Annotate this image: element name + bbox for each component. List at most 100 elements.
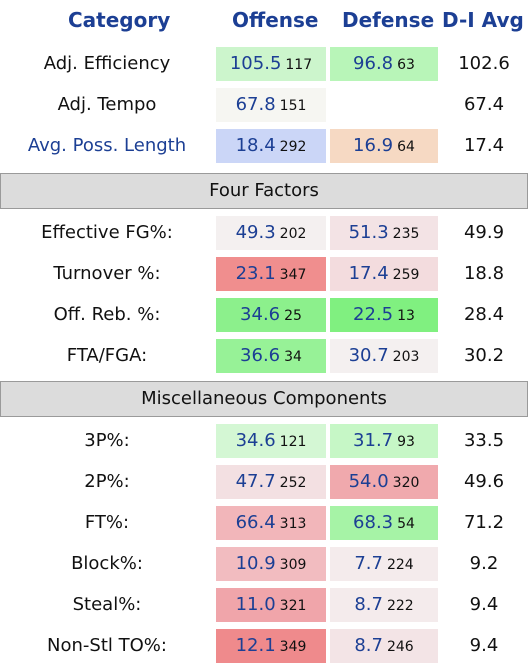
defense-value[interactable]: 30.7 <box>348 345 389 366</box>
defense-cell[interactable]: 22.5 13 <box>330 298 438 332</box>
offense-value[interactable]: 36.6 <box>240 345 281 366</box>
offense-cell[interactable]: 66.4 313 <box>216 506 326 540</box>
column-header-category[interactable]: Category <box>68 8 171 32</box>
offense-rank: 347 <box>279 267 307 283</box>
defense-cell[interactable]: 96.8 63 <box>330 47 438 81</box>
section-header: Miscellaneous Components <box>0 381 528 417</box>
offense-value[interactable]: 105.5 <box>229 53 282 74</box>
defense-cell[interactable]: 51.3 235 <box>330 216 438 250</box>
table-row: 3P%: 34.6 121 31.7 93 33.5 <box>0 421 528 461</box>
defense-cell[interactable]: 7.7 224 <box>330 547 438 581</box>
defense-rank: 246 <box>386 639 414 655</box>
table-row: Avg. Poss. Length 18.4 292 16.9 64 17.4 <box>0 126 528 166</box>
defense-value[interactable]: 8.7 <box>354 635 383 656</box>
offense-rank: 309 <box>279 557 307 573</box>
offense-cell[interactable]: 105.5 117 <box>216 47 326 81</box>
di-avg-value: 9.2 <box>469 553 499 574</box>
defense-rank: 64 <box>397 139 415 155</box>
table-row: Block%: 10.9 309 7.7 224 9.2 <box>0 544 528 584</box>
table-row: FT%: 66.4 313 68.3 54 71.2 <box>0 503 528 543</box>
defense-value[interactable]: 54.0 <box>348 471 389 492</box>
di-avg-value: 33.5 <box>463 430 505 451</box>
table-header: Category Offense Defense D-I Avg <box>0 0 528 44</box>
defense-rank: 93 <box>397 434 415 450</box>
defense-rank: 222 <box>386 598 414 614</box>
table-row: Steal%: 11.0 321 8.7 222 9.4 <box>0 585 528 625</box>
offense-value[interactable]: 12.1 <box>235 635 276 656</box>
defense-cell[interactable]: 30.7 203 <box>330 339 438 373</box>
offense-cell[interactable]: 34.6 25 <box>216 298 326 332</box>
table-row: 2P%: 47.7 252 54.0 320 49.6 <box>0 462 528 502</box>
offense-value[interactable]: 18.4 <box>235 135 276 156</box>
di-avg-value: 67.4 <box>463 94 505 115</box>
table-row: Non-Stl TO%: 12.1 349 8.7 246 9.4 <box>0 626 528 666</box>
defense-cell[interactable]: 54.0 320 <box>330 465 438 499</box>
row-label: Adj. Efficiency <box>43 53 171 74</box>
row-label: Steal%: <box>72 594 142 615</box>
offense-rank: 117 <box>285 57 313 73</box>
defense-value[interactable]: 68.3 <box>353 512 394 533</box>
offense-value[interactable]: 49.3 <box>235 222 276 243</box>
defense-cell[interactable]: 17.4 259 <box>330 257 438 291</box>
di-avg-value: 9.4 <box>469 594 499 615</box>
defense-value[interactable]: 8.7 <box>354 594 383 615</box>
offense-value[interactable]: 67.8 <box>235 94 276 115</box>
defense-rank: 13 <box>397 308 415 324</box>
defense-cell[interactable]: 8.7 246 <box>330 629 438 663</box>
column-header-defense[interactable]: Defense <box>342 8 435 32</box>
defense-value[interactable]: 96.8 <box>353 53 394 74</box>
offense-rank: 321 <box>279 598 307 614</box>
offense-cell[interactable]: 36.6 34 <box>216 339 326 373</box>
offense-cell[interactable]: 23.1 347 <box>216 257 326 291</box>
defense-rank: 63 <box>397 57 415 73</box>
offense-rank: 313 <box>279 516 307 532</box>
di-avg-value: 30.2 <box>463 345 505 366</box>
offense-value[interactable]: 11.0 <box>235 594 276 615</box>
di-avg-value: 9.4 <box>469 635 499 656</box>
offense-cell[interactable]: 12.1 349 <box>216 629 326 663</box>
offense-rank: 349 <box>279 639 307 655</box>
di-avg-value: 49.6 <box>463 471 505 492</box>
defense-value[interactable]: 31.7 <box>353 430 394 451</box>
defense-value[interactable]: 7.7 <box>354 553 383 574</box>
offense-cell[interactable]: 10.9 309 <box>216 547 326 581</box>
defense-cell[interactable]: 31.7 93 <box>330 424 438 458</box>
row-label: 3P%: <box>84 430 130 451</box>
row-label: Non-Stl TO%: <box>47 635 167 656</box>
table-row: Adj. Efficiency 105.5 117 96.8 63 102.6 <box>0 44 528 84</box>
offense-value[interactable]: 47.7 <box>235 471 276 492</box>
defense-value[interactable]: 16.9 <box>353 135 394 156</box>
offense-cell[interactable]: 18.4 292 <box>216 129 326 163</box>
offense-value[interactable]: 34.6 <box>240 304 281 325</box>
row-label[interactable]: Avg. Poss. Length <box>27 135 187 156</box>
defense-cell[interactable]: 8.7 222 <box>330 588 438 622</box>
offense-value[interactable]: 34.6 <box>235 430 276 451</box>
table-row: Effective FG%: 49.3 202 51.3 235 49.9 <box>0 213 528 253</box>
defense-cell[interactable] <box>330 88 438 122</box>
column-header-di-avg[interactable]: D-I Avg <box>442 8 524 32</box>
offense-rank: 292 <box>279 139 307 155</box>
di-avg-value: 49.9 <box>463 222 505 243</box>
defense-value[interactable]: 22.5 <box>353 304 394 325</box>
offense-cell[interactable]: 47.7 252 <box>216 465 326 499</box>
di-avg-value: 18.8 <box>463 263 505 284</box>
offense-rank: 121 <box>279 434 307 450</box>
defense-value[interactable]: 51.3 <box>348 222 389 243</box>
table-row: Adj. Tempo 67.8 151 67.4 <box>0 85 528 125</box>
defense-cell[interactable]: 68.3 54 <box>330 506 438 540</box>
defense-value[interactable]: 17.4 <box>348 263 389 284</box>
offense-value[interactable]: 23.1 <box>235 263 276 284</box>
row-label: Effective FG%: <box>41 222 173 243</box>
defense-cell[interactable]: 16.9 64 <box>330 129 438 163</box>
defense-rank: 224 <box>386 557 414 573</box>
column-header-offense[interactable]: Offense <box>232 8 319 32</box>
offense-cell[interactable]: 67.8 151 <box>216 88 326 122</box>
offense-value[interactable]: 10.9 <box>235 553 276 574</box>
defense-rank: 54 <box>397 516 415 532</box>
offense-cell[interactable]: 49.3 202 <box>216 216 326 250</box>
offense-cell[interactable]: 34.6 121 <box>216 424 326 458</box>
row-label: 2P%: <box>84 471 130 492</box>
row-label: FTA/FGA: <box>66 345 148 366</box>
offense-value[interactable]: 66.4 <box>235 512 276 533</box>
offense-cell[interactable]: 11.0 321 <box>216 588 326 622</box>
